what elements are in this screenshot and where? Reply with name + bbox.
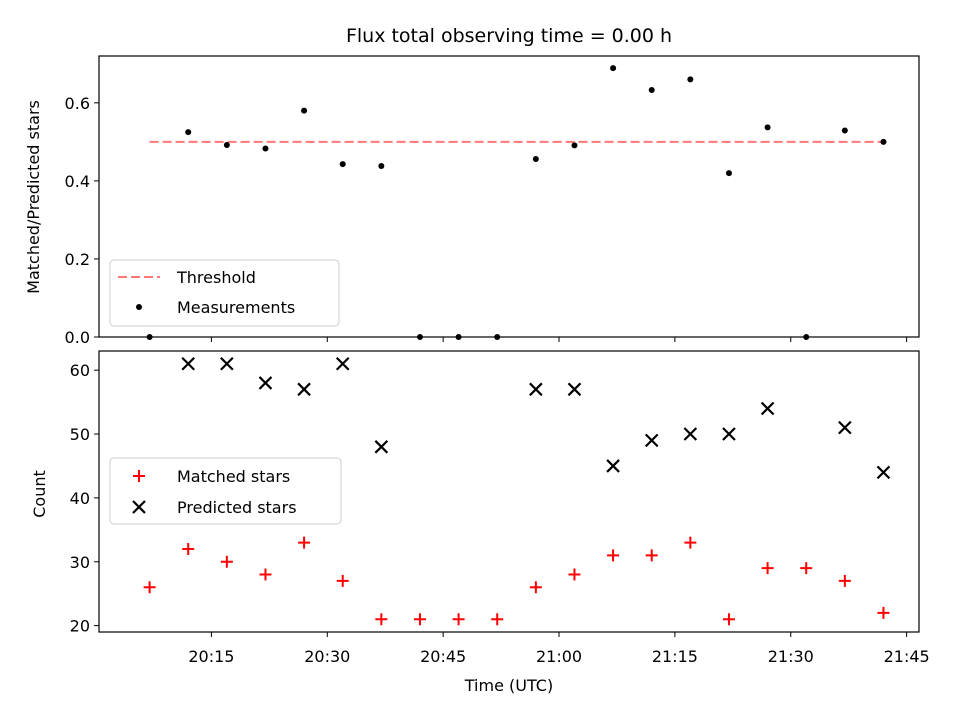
measurement-point bbox=[571, 142, 578, 149]
measurement-point bbox=[725, 170, 732, 177]
legend-measurements-label: Measurements bbox=[177, 298, 295, 317]
predicted-star-point bbox=[567, 382, 582, 397]
legend-measurements-swatch bbox=[136, 304, 142, 310]
measurement-point bbox=[687, 76, 694, 83]
matched-star-point bbox=[877, 606, 890, 619]
x-axis-label: Time (UTC) bbox=[464, 676, 553, 695]
matched-star-point bbox=[491, 613, 504, 626]
top-panel: 0.0 0.2 0.4 0.6 Threshold Measurements bbox=[65, 55, 920, 347]
bottom-y-tick-label: 20 bbox=[70, 617, 90, 636]
legend-matched-label: Matched stars bbox=[177, 467, 290, 486]
x-tick-label: 21:45 bbox=[884, 647, 930, 666]
measurement-point bbox=[764, 124, 771, 131]
matched-star-point bbox=[413, 613, 426, 626]
measurement-point bbox=[880, 138, 887, 145]
top-y-axis-label: Matched/Predicted stars bbox=[24, 100, 43, 294]
legend-matched-swatch bbox=[133, 470, 145, 482]
matched-star-point bbox=[259, 568, 272, 581]
matched-star-point bbox=[684, 536, 697, 549]
predicted-star-point bbox=[683, 427, 698, 441]
top-y-tick-label: 0.4 bbox=[65, 172, 90, 191]
measurement-point bbox=[378, 163, 385, 170]
matched-star-point bbox=[607, 549, 620, 562]
measurement-point bbox=[610, 65, 617, 72]
top-axes-frame bbox=[98, 55, 920, 338]
matched-star-point bbox=[838, 574, 851, 587]
matched-star-point bbox=[143, 581, 156, 594]
predicted-star-point bbox=[374, 440, 389, 454]
top-legend: Threshold Measurements bbox=[109, 259, 340, 327]
matched-star-point bbox=[722, 613, 735, 626]
x-tick-label: 20:45 bbox=[420, 647, 466, 666]
predicted-star-point bbox=[297, 382, 311, 397]
bottom-panel: 20 30 40 50 60 20:15 20:30 20:45 21:00 21:15 21:30… bbox=[70, 350, 930, 666]
x-tick-label: 20:15 bbox=[188, 647, 234, 666]
matched-star-point bbox=[761, 562, 774, 575]
bottom-y-tick-label: 30 bbox=[70, 553, 90, 572]
bottom-axes-frame bbox=[98, 350, 920, 633]
matched-star-point bbox=[375, 613, 388, 626]
predicted-star-point bbox=[220, 356, 234, 371]
predicted-star-point bbox=[606, 459, 620, 473]
matched-star-point bbox=[182, 542, 195, 555]
matched-star-point bbox=[220, 555, 233, 568]
x-tick-label: 21:30 bbox=[768, 647, 814, 666]
top-y-tick-label: 0.2 bbox=[65, 250, 90, 269]
predicted-star-point bbox=[722, 427, 736, 441]
top-legend-box bbox=[109, 259, 340, 327]
top-y-tick-label: 0.0 bbox=[65, 328, 90, 347]
bottom-legend-box bbox=[109, 457, 342, 525]
predicted-star-point bbox=[181, 356, 196, 371]
predicted-star-point bbox=[258, 376, 273, 390]
matched-star-point bbox=[800, 562, 813, 575]
measurement-point bbox=[301, 107, 308, 114]
bottom-y-axis-label: Count bbox=[30, 470, 49, 518]
measurement-point bbox=[841, 127, 848, 134]
measurement-point bbox=[262, 145, 269, 152]
measurement-point bbox=[532, 156, 539, 163]
predicted-star-point bbox=[644, 433, 659, 448]
measurement-point bbox=[339, 161, 346, 168]
matched-star-point bbox=[452, 613, 465, 626]
legend-predicted-swatch bbox=[132, 500, 146, 514]
x-tick-label: 20:30 bbox=[304, 647, 350, 666]
matched-star-point bbox=[568, 568, 581, 581]
bottom-y-tick-label: 60 bbox=[70, 361, 90, 380]
measurement-point bbox=[223, 141, 230, 148]
measurement-point bbox=[185, 129, 192, 136]
top-y-tick-label: 0.6 bbox=[65, 94, 90, 113]
bottom-y-tick-label: 50 bbox=[70, 425, 90, 444]
predicted-star-point bbox=[335, 356, 350, 371]
matched-star-point bbox=[298, 536, 311, 549]
chart-title: Flux total observing time = 0.00 h bbox=[346, 25, 672, 47]
matched-star-point bbox=[645, 549, 658, 562]
measurement-point bbox=[648, 86, 655, 93]
x-tick-label: 21:15 bbox=[652, 647, 698, 666]
predicted-star-point bbox=[529, 382, 543, 397]
matched-star-point bbox=[336, 574, 349, 587]
bottom-y-tick-label: 40 bbox=[70, 489, 90, 508]
bottom-legend: Matched stars Predicted stars bbox=[109, 457, 342, 525]
legend-predicted-label: Predicted stars bbox=[177, 498, 297, 517]
legend-threshold-label: Threshold bbox=[176, 268, 256, 287]
predicted-star-point bbox=[838, 420, 852, 435]
predicted-star-point bbox=[876, 465, 891, 480]
predicted-star-point bbox=[760, 401, 775, 416]
matched-star-point bbox=[529, 581, 542, 594]
x-tick-label: 21:00 bbox=[536, 647, 582, 666]
